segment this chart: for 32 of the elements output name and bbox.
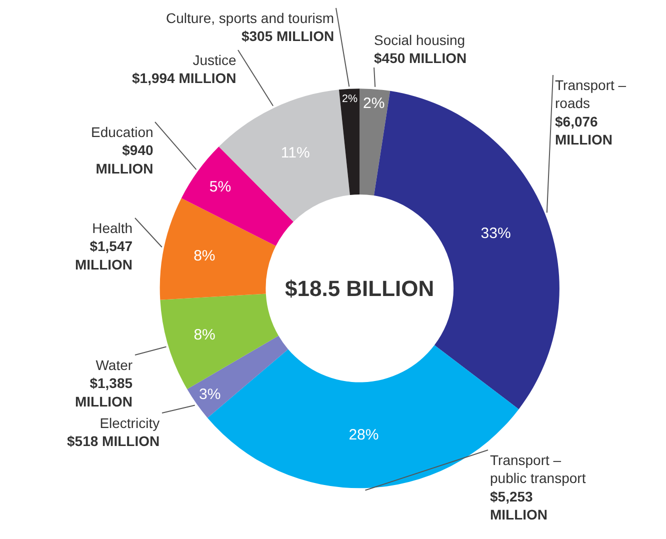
text: 2% — [342, 92, 358, 105]
data-label: $1,994 MILLION — [132, 70, 236, 86]
text: 5% — [209, 178, 232, 196]
text: 33% — [480, 224, 511, 242]
slice-label: Culture, sports and tourism — [166, 10, 334, 26]
data-label: $305 MILLION — [241, 28, 334, 44]
text: 3% — [199, 386, 221, 404]
text: $18.5 BILLION — [285, 276, 434, 301]
data-label: $1,547 MILLION — [75, 238, 133, 272]
donut-slice — [160, 294, 279, 390]
slice-label: Transport – roads — [555, 77, 626, 112]
text: 2% — [362, 94, 385, 112]
donut-slice — [338, 88, 360, 195]
slice-label: Social housing — [374, 32, 466, 48]
donut-slice — [160, 198, 276, 300]
text: 11% — [280, 144, 310, 162]
data-label: $518 MILLION — [67, 433, 160, 450]
slice-label: Justice — [192, 52, 236, 68]
text: 8% — [194, 326, 216, 344]
text: 8% — [194, 247, 216, 264]
data-label: $450 MILLION — [374, 50, 467, 66]
slice-label: Transport – public transport — [490, 452, 586, 486]
slice-label: Education — [91, 124, 154, 140]
data-label: $5,253 MILLION — [490, 488, 548, 523]
slice-label: Water — [96, 357, 133, 373]
data-label: $6,076 MILLION — [555, 113, 613, 148]
slice-label: Electricity — [100, 415, 160, 431]
data-label: $1,385 MILLION — [75, 375, 133, 410]
slice-label: Health — [92, 220, 133, 236]
text: 28% — [348, 426, 379, 444]
data-label: $940 MILLION — [96, 142, 154, 176]
donut-slice — [360, 88, 390, 196]
